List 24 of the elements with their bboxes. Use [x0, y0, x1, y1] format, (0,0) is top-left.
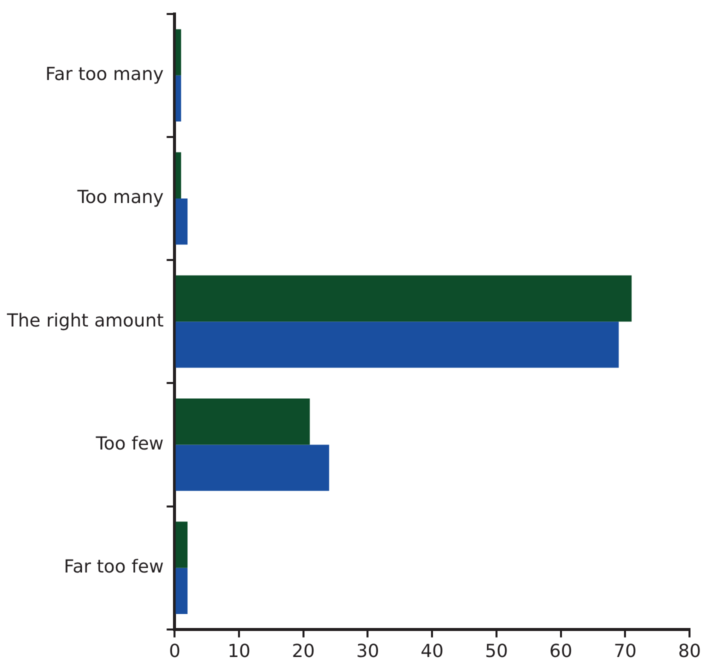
bar	[176, 398, 310, 445]
x-tick-label: 80	[678, 640, 701, 662]
y-tick-label: Far too many	[45, 64, 164, 86]
bar	[176, 275, 632, 322]
x-tick-label: 20	[292, 640, 315, 662]
x-tick-label: 50	[485, 640, 508, 662]
y-tick-label: Too many	[76, 187, 164, 208]
bar	[176, 75, 182, 122]
y-tick-label: Too few	[94, 433, 164, 454]
bar	[176, 322, 619, 368]
bar	[176, 444, 330, 491]
y-tick-label: Far too few	[64, 556, 164, 578]
x-tick-label: 40	[420, 640, 444, 662]
bar	[176, 522, 188, 568]
bar	[176, 29, 182, 76]
x-tick-label: 10	[228, 640, 250, 662]
x-tick-label: 70	[614, 640, 637, 662]
y-tick-label: The right amount	[6, 310, 164, 332]
x-tick-label: 30	[356, 640, 380, 662]
bar	[176, 198, 188, 245]
bar	[176, 152, 182, 198]
bar	[176, 568, 188, 614]
x-tick-label: 60	[549, 640, 572, 662]
x-tick-label: 0	[168, 640, 180, 662]
